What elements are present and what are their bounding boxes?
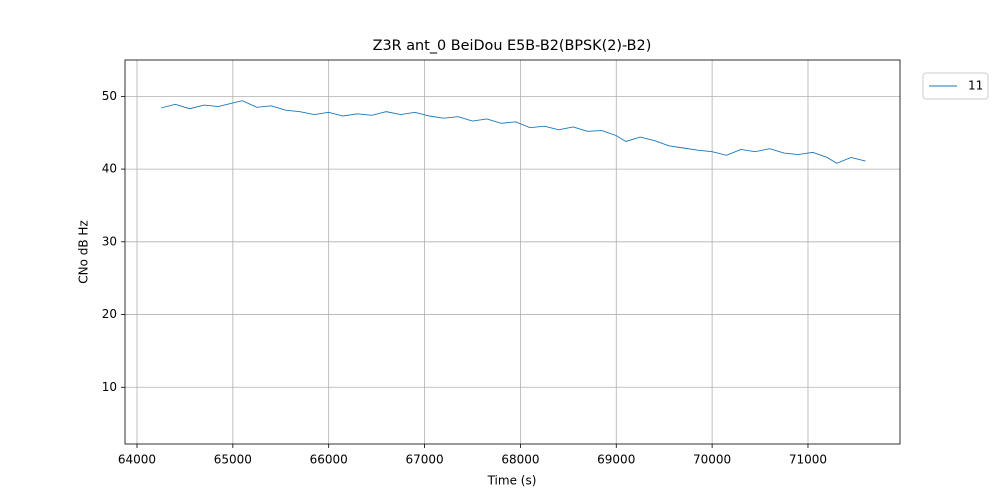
y-tick-label: 10: [102, 380, 117, 394]
x-tick-label: 64000: [118, 453, 156, 467]
x-tick-label: 68000: [501, 453, 539, 467]
x-tick-label: 65000: [214, 453, 252, 467]
x-tick-label: 67000: [405, 453, 443, 467]
x-tick-label: 71000: [789, 453, 827, 467]
y-tick-label: 50: [102, 89, 117, 103]
x-axis-label: Time (s): [487, 474, 537, 488]
y-tick-label: 20: [102, 307, 117, 321]
y-tick-label: 40: [102, 162, 117, 176]
x-tick-label: 69000: [597, 453, 635, 467]
data-line: [160, 100, 866, 164]
x-tick-label: 66000: [310, 453, 348, 467]
legend-label: 11: [968, 79, 983, 93]
plot-frame: [124, 59, 901, 445]
y-tick-label: 30: [102, 234, 117, 248]
y-axis-label: CNo dB Hz: [77, 220, 91, 284]
chart-title: Z3R ant_0 BeiDou E5B-B2(BPSK(2)-B2): [373, 38, 652, 54]
x-tick-label: 70000: [693, 453, 731, 467]
